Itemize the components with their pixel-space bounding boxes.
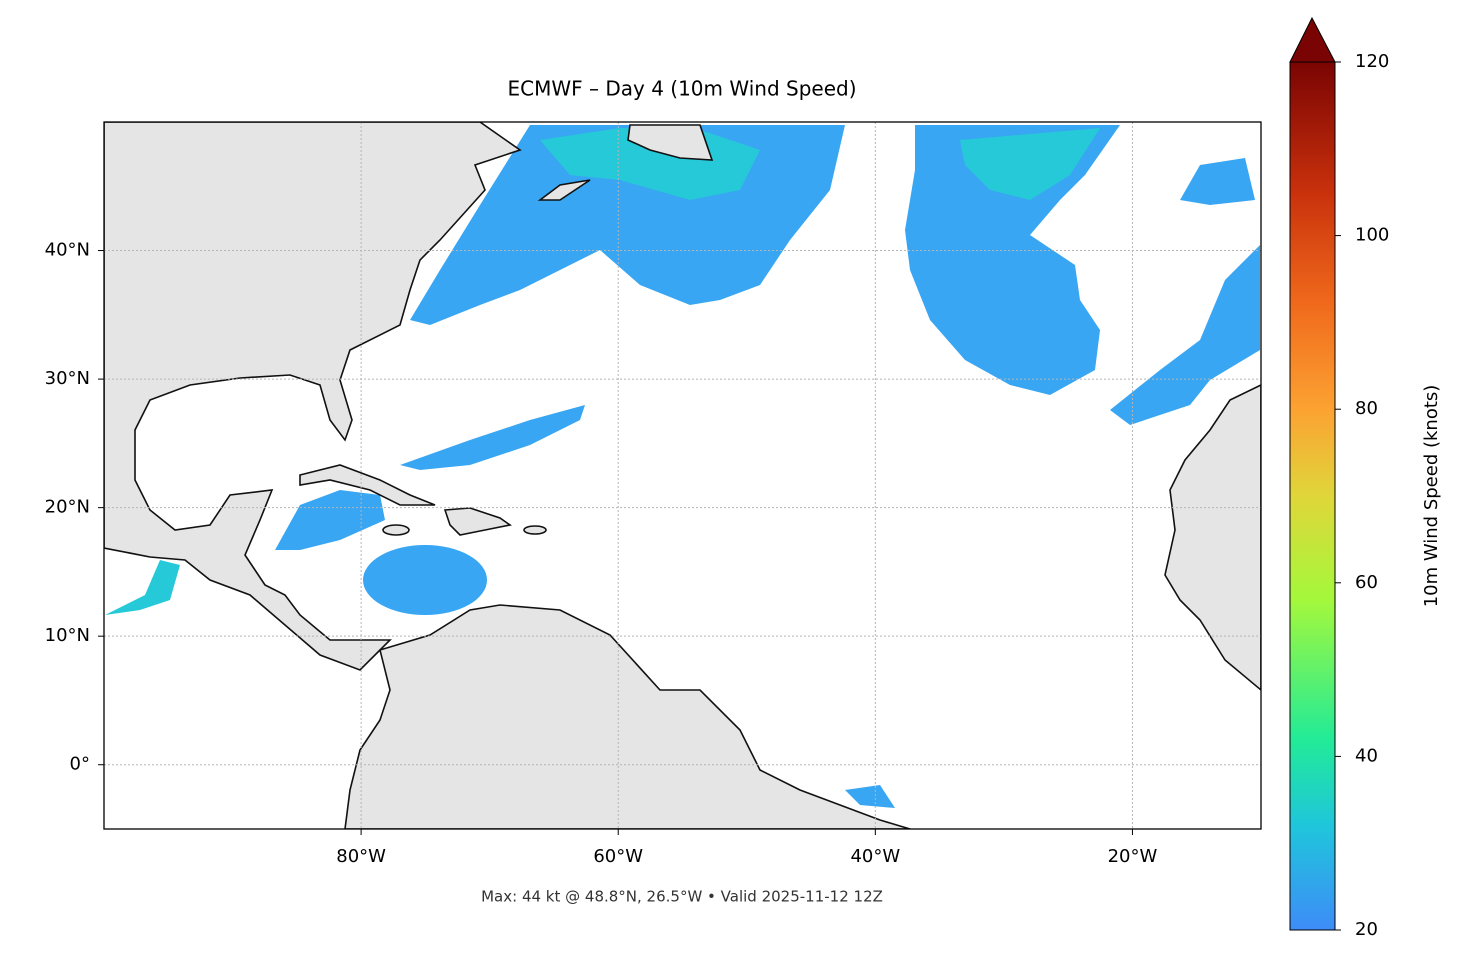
y-tick-label: 10°N xyxy=(45,625,90,646)
jamaica xyxy=(382,524,410,536)
plot-frame xyxy=(103,121,1262,830)
map-layers xyxy=(104,122,1261,829)
colorbar-label: 10m Wind Speed (knots) xyxy=(1421,385,1442,608)
nova-scotia xyxy=(537,179,591,201)
north-america xyxy=(104,122,522,671)
hispaniola xyxy=(443,507,512,536)
wind-area xyxy=(363,545,487,615)
x-tick-label: 60°W xyxy=(593,846,643,867)
africa xyxy=(1164,384,1261,692)
colorbar-tick-label: 100 xyxy=(1355,225,1389,246)
puerto-rico xyxy=(523,525,547,535)
chart-title: ECMWF – Day 4 (10m Wind Speed) xyxy=(508,77,857,101)
colorbar-tick-label: 40 xyxy=(1355,745,1378,766)
y-tick-label: 0° xyxy=(70,754,90,775)
colorbar-tick-label: 80 xyxy=(1355,398,1378,419)
grid xyxy=(104,122,1261,829)
wind-area xyxy=(845,785,895,808)
x-tick-label: 40°W xyxy=(850,846,900,867)
wind-area xyxy=(1110,245,1260,425)
x-tick-label: 80°W xyxy=(336,846,386,867)
y-tick-label: 40°N xyxy=(45,240,90,261)
wind-field xyxy=(105,125,1260,808)
colorbar-extension xyxy=(1289,16,1336,63)
x-tick-label: 20°W xyxy=(1108,846,1158,867)
colorbar-tick-label: 20 xyxy=(1355,919,1378,940)
south-america xyxy=(344,604,911,829)
wind-area xyxy=(1180,158,1255,205)
wind-area xyxy=(105,560,180,615)
wind-area xyxy=(275,490,385,550)
land xyxy=(104,122,1261,829)
y-tick-label: 20°N xyxy=(45,497,90,518)
colorbar xyxy=(1289,61,1336,931)
newfoundland xyxy=(627,124,714,161)
cuba xyxy=(299,464,436,506)
wind-area xyxy=(960,128,1100,200)
footer-note: Max: 44 kt @ 48.8°N, 26.5°W • Valid 2025… xyxy=(481,888,883,906)
y-tick-label: 30°N xyxy=(45,368,90,389)
wind-area xyxy=(400,405,585,470)
colorbar-tick-label: 60 xyxy=(1355,572,1378,593)
wind-area xyxy=(905,125,1120,395)
colorbar-tick-label: 120 xyxy=(1355,51,1389,72)
